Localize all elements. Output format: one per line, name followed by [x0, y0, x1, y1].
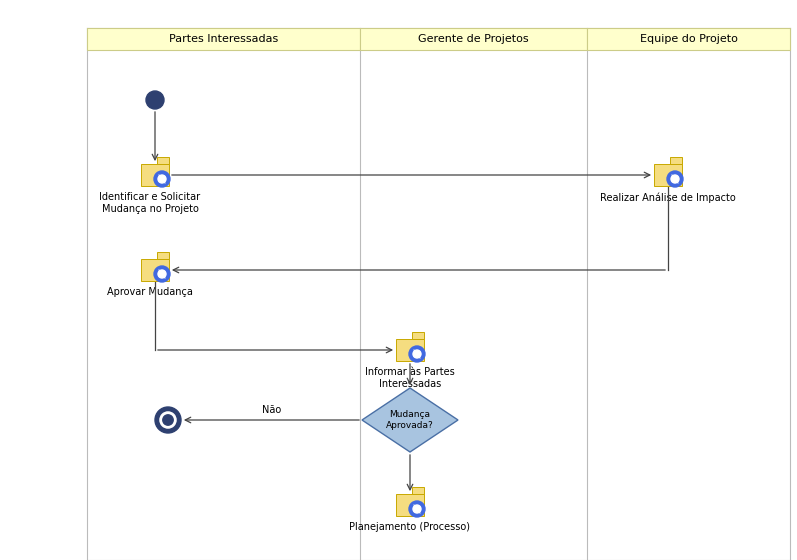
Text: Informar às Partes
Interessadas: Informar às Partes Interessadas: [365, 367, 455, 389]
Text: Planejamento (Processo): Planejamento (Processo): [350, 522, 470, 532]
Bar: [157, 157, 169, 164]
Text: Mudança
Aprovada?: Mudança Aprovada?: [386, 410, 434, 430]
Text: Realizar Análise de Impacto: Realizar Análise de Impacto: [600, 192, 736, 203]
Text: Aprovar Mudança: Aprovar Mudança: [107, 287, 193, 297]
Text: Identificar e Solicitar
Mudança no Projeto: Identificar e Solicitar Mudança no Proje…: [100, 192, 201, 213]
Circle shape: [671, 175, 679, 183]
Bar: [396, 494, 424, 516]
Bar: [412, 332, 424, 339]
Bar: [587, 28, 790, 50]
Bar: [87, 28, 360, 50]
Circle shape: [158, 175, 166, 183]
Circle shape: [163, 415, 173, 425]
Bar: [141, 259, 169, 281]
Circle shape: [413, 505, 421, 513]
Bar: [670, 157, 682, 164]
Bar: [141, 164, 169, 186]
Circle shape: [155, 407, 181, 433]
Bar: [412, 487, 424, 494]
Text: Gerente de Projetos: Gerente de Projetos: [418, 34, 529, 44]
Circle shape: [146, 91, 164, 109]
Text: Equipe do Projeto: Equipe do Projeto: [639, 34, 737, 44]
Circle shape: [160, 412, 176, 428]
Text: Não: Não: [262, 405, 281, 415]
Bar: [396, 339, 424, 361]
Bar: [360, 28, 587, 50]
Polygon shape: [362, 388, 458, 452]
Circle shape: [154, 266, 170, 282]
Circle shape: [158, 270, 166, 278]
Bar: [654, 164, 682, 186]
Circle shape: [413, 350, 421, 358]
Circle shape: [409, 346, 425, 362]
Text: Partes Interessadas: Partes Interessadas: [169, 34, 278, 44]
Circle shape: [667, 171, 683, 187]
Circle shape: [409, 501, 425, 517]
Circle shape: [154, 171, 170, 187]
Bar: [157, 252, 169, 259]
